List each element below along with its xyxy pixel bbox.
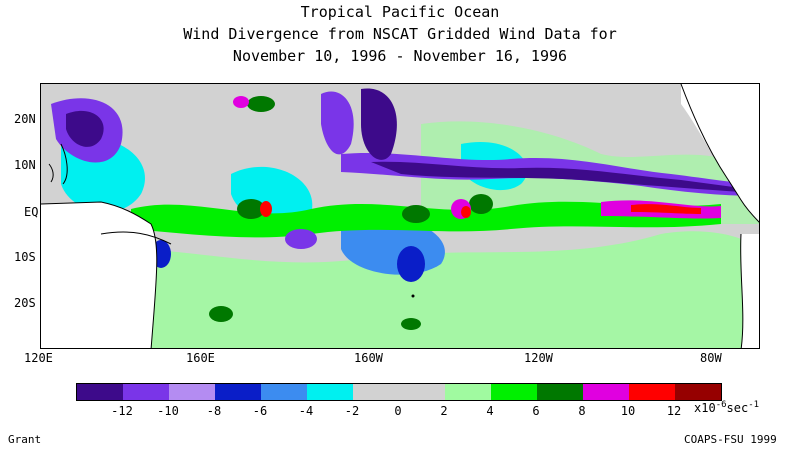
- lat-label-10n: 10N: [14, 158, 36, 172]
- colorbar-tick-label: 6: [532, 404, 540, 418]
- colorbar-tick-label: 4: [486, 404, 494, 418]
- colorbar-tick-label: 12: [666, 404, 682, 418]
- colorbar-cell: [307, 384, 353, 400]
- colorbar-tick-label: 0: [394, 404, 402, 418]
- colorbar-tick-label: -12: [111, 404, 133, 418]
- units-tail: sec: [726, 401, 749, 415]
- divergence-field: [41, 84, 759, 348]
- colorbar-cell: [537, 384, 583, 400]
- colorbar-tick-label: -4: [298, 404, 314, 418]
- colorbar-tick-label: -6: [252, 404, 268, 418]
- colorbar-cell: [169, 384, 215, 400]
- colorbar-tick-label: 2: [440, 404, 448, 418]
- colorbar-cell: [491, 384, 537, 400]
- lat-label-20n: 20N: [14, 112, 36, 126]
- colorbar-cell: [445, 384, 491, 400]
- title-line-1: Tropical Pacific Ocean: [300, 3, 500, 21]
- colorbar-tick-label: -10: [157, 404, 179, 418]
- units-tail-exponent: -1: [748, 400, 760, 410]
- units-label: x10-6sec-1: [694, 400, 759, 415]
- colorbar-tick-label: 10: [620, 404, 636, 418]
- title-line-2: Wind Divergence from NSCAT Gridded Wind …: [183, 25, 617, 43]
- lon-label-120w: 120W: [524, 351, 553, 365]
- lon-label-160e: 160E: [186, 351, 215, 365]
- colorbar-cell: [77, 384, 123, 400]
- footer-left: Grant: [8, 433, 42, 446]
- units-exponent: -6: [715, 400, 727, 410]
- divergence-map: [40, 83, 760, 349]
- colorbar-cell: [215, 384, 261, 400]
- colorbar-cell: [675, 384, 721, 400]
- colorbar-tick-label: -2: [344, 404, 360, 418]
- units-base: x10: [694, 401, 716, 415]
- colorbar-tick-label: -8: [206, 404, 222, 418]
- colorbar-cell: [261, 384, 307, 400]
- lat-label-20s: 20S: [14, 296, 36, 310]
- title-line-3: November 10, 1996 - November 16, 1996: [232, 47, 568, 65]
- lon-label-160w: 160W: [354, 351, 383, 365]
- lat-label-eq: EQ: [24, 205, 39, 219]
- colorbar-tick-label: 8: [578, 404, 586, 418]
- colorbar-cell: [123, 384, 169, 400]
- lon-label-80w: 80W: [700, 351, 722, 365]
- colorbar-cell: [399, 384, 445, 400]
- colorbar-cell: [353, 384, 399, 400]
- colorbar: [76, 383, 722, 401]
- lat-label-10s: 10S: [14, 250, 36, 264]
- lon-label-120e: 120E: [24, 351, 53, 365]
- colorbar-cell: [629, 384, 675, 400]
- footer-right: COAPS-FSU 1999: [684, 433, 777, 446]
- colorbar-cell: [583, 384, 629, 400]
